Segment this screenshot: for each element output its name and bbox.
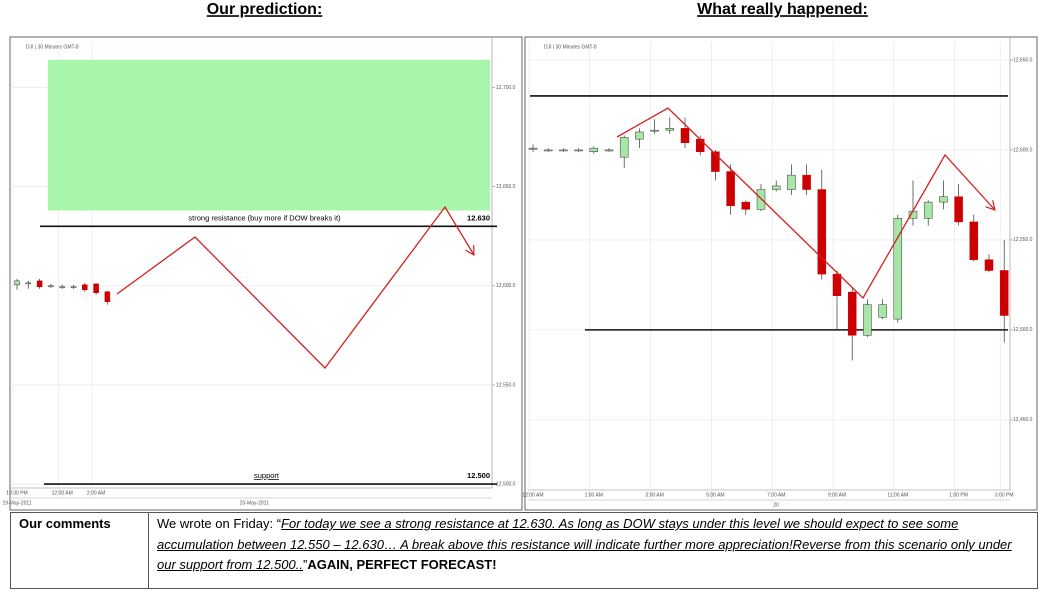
path-arrow bbox=[616, 107, 995, 300]
right-panel bbox=[524, 36, 1038, 511]
candle-body bbox=[14, 280, 20, 286]
candle-body bbox=[771, 185, 781, 190]
candle-body bbox=[726, 171, 735, 206]
candle-body bbox=[635, 131, 644, 140]
y-tick-label: 12,600.0 bbox=[1013, 147, 1033, 153]
candle-body bbox=[847, 291, 857, 336]
candle-body bbox=[543, 149, 553, 152]
charts: Our prediction: DJI | 30 Minutes GMT-8 12,… bbox=[2, 1, 1038, 511]
candle-body bbox=[574, 149, 583, 152]
y-tick-label: 12,600.0 bbox=[496, 283, 516, 289]
candle-body bbox=[70, 286, 77, 289]
level-label: support bbox=[254, 471, 280, 480]
candle-body bbox=[59, 286, 65, 289]
candle-body bbox=[863, 304, 872, 336]
x-tick-label: 2:00 AM bbox=[87, 490, 105, 496]
candle-body bbox=[802, 174, 811, 190]
x-tick-label: 11:00 AM bbox=[887, 492, 908, 498]
candle-body bbox=[48, 285, 54, 288]
candle-body bbox=[878, 304, 887, 318]
candle-body bbox=[104, 291, 111, 302]
x-tick-label: 1:00 AM bbox=[585, 492, 603, 498]
intro: We wrote on Friday: “ bbox=[157, 516, 282, 531]
chart-subtitle: DJI | 30 Minutes GMT-8 bbox=[544, 44, 597, 50]
x-tick-label: 7:00 AM bbox=[767, 492, 785, 498]
y-tick-label: 12,550.0 bbox=[496, 382, 516, 388]
candle-body bbox=[25, 282, 32, 285]
candle-body bbox=[528, 147, 538, 150]
candle-body bbox=[589, 147, 599, 153]
chart-title: What really happened: bbox=[697, 1, 868, 18]
y-tick-label: 12,700.0 bbox=[496, 85, 516, 91]
x-date-label: 20 bbox=[773, 502, 779, 508]
candle-body bbox=[984, 259, 994, 271]
zone bbox=[48, 59, 490, 211]
candle-body bbox=[939, 196, 948, 203]
comments-label: Our comments bbox=[11, 513, 149, 588]
candle-body bbox=[832, 273, 842, 296]
candle-body bbox=[36, 280, 43, 288]
x-tick-label: 3:00 AM bbox=[645, 492, 663, 498]
y-tick-label: 12,650.0 bbox=[496, 184, 516, 190]
y-tick-label: 12,650.0 bbox=[1013, 57, 1033, 63]
candle-body bbox=[999, 270, 1009, 316]
x-tick-label: 10:30 PM bbox=[6, 490, 27, 496]
candle-body bbox=[741, 201, 751, 210]
candle-body bbox=[787, 174, 796, 190]
closing: ” bbox=[302, 557, 308, 572]
x-tick-label: 12:00 AM bbox=[52, 490, 73, 496]
candle-body bbox=[954, 196, 963, 223]
x-tick-label: 9:00 AM bbox=[828, 492, 846, 498]
x-date-label: 19-May-2011 bbox=[2, 500, 31, 506]
candle-body bbox=[923, 201, 933, 219]
candle-body bbox=[559, 149, 568, 152]
y-tick-label: 12,500.0 bbox=[496, 481, 516, 487]
emphasis: AGAIN, PERFECT FORECAST! bbox=[307, 557, 497, 572]
x-tick-label: 5:00 AM bbox=[706, 492, 724, 498]
candle-body bbox=[680, 128, 690, 144]
candle-body bbox=[695, 138, 705, 153]
candle-body bbox=[665, 128, 675, 131]
chart-layer: Our prediction: DJI | 30 Minutes GMT-8 12,… bbox=[2, 1, 1032, 508]
level-value: 12.500 bbox=[467, 471, 490, 480]
candle-body bbox=[711, 151, 720, 172]
comments-table: Our comments We wrote on Friday: “For to… bbox=[10, 512, 1038, 589]
candle-body bbox=[93, 283, 99, 294]
chart-title: Our prediction: bbox=[207, 1, 323, 18]
comments-text: We wrote on Friday: “For today we see a … bbox=[149, 513, 1037, 588]
y-tick-label: 12,550.0 bbox=[1013, 237, 1033, 243]
chart-subtitle: DJI | 30 Minutes GMT-8 bbox=[26, 44, 79, 50]
y-tick-label: 12,500.0 bbox=[1013, 327, 1033, 333]
candle-body bbox=[650, 129, 659, 132]
level-label: strong resistance (buy more if DOW break… bbox=[188, 213, 341, 222]
x-date-label: 20-May-2011 bbox=[240, 500, 269, 506]
x-tick-label: 3:00 PM bbox=[995, 492, 1014, 498]
candle-body bbox=[893, 218, 903, 320]
quote: For today we see a strong resistance at … bbox=[157, 516, 1012, 572]
candle-body bbox=[619, 137, 629, 158]
x-tick-label: 12:00 AM bbox=[522, 492, 543, 498]
candle-body bbox=[604, 149, 614, 152]
level-value: 12.630 bbox=[467, 213, 490, 222]
candle-body bbox=[82, 284, 88, 291]
y-tick-label: 12,450.0 bbox=[1013, 417, 1033, 423]
candle-body bbox=[817, 189, 827, 275]
x-tick-label: 1:00 PM bbox=[949, 492, 968, 498]
forecast-arrow bbox=[116, 205, 474, 369]
candle-body bbox=[969, 221, 979, 260]
